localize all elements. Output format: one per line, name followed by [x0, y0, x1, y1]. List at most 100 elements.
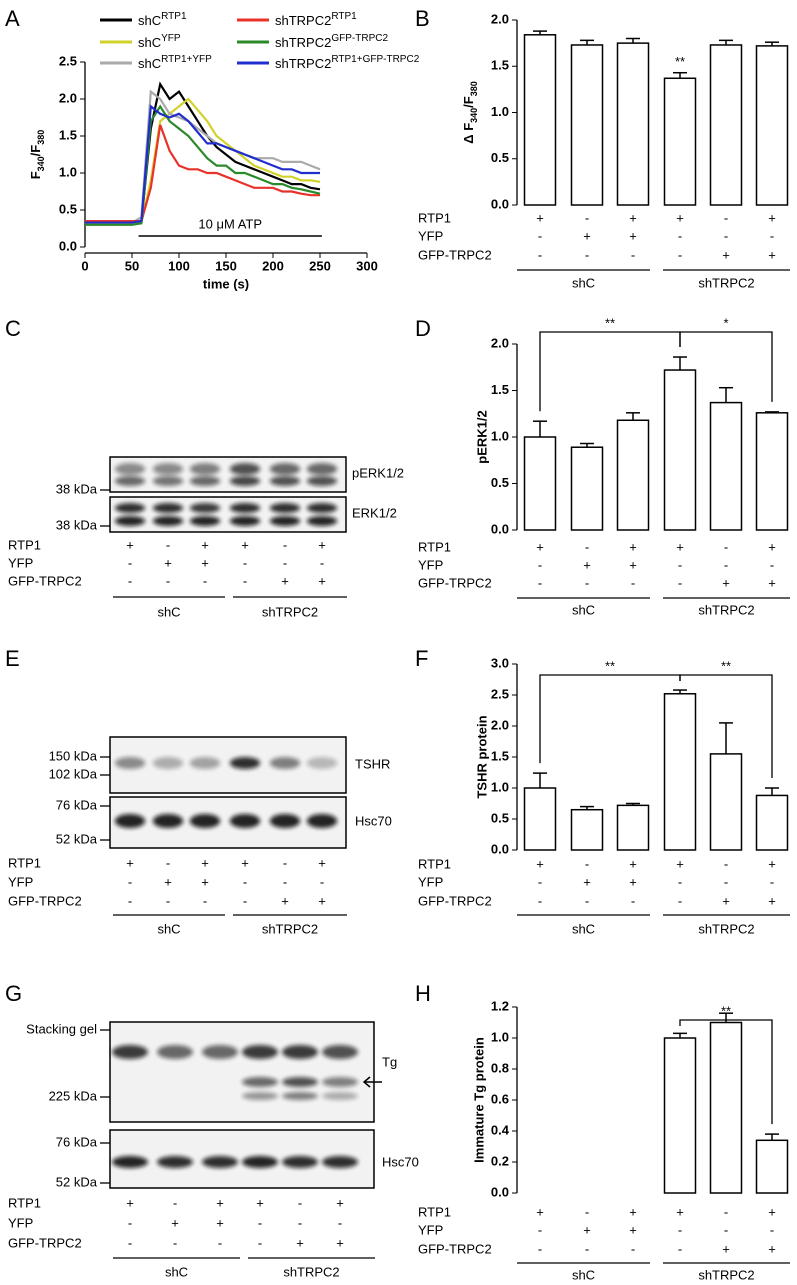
blot-band: [229, 463, 261, 475]
condition-label: GFP-TRPC2: [418, 247, 492, 262]
x-tick-label: 200: [262, 258, 284, 273]
blot-band: [269, 503, 301, 513]
condition-sign: +: [768, 893, 776, 908]
blot-band: [282, 1045, 318, 1059]
legend-entry: shTRPC2RTP1: [275, 11, 357, 28]
blot-band: [152, 757, 184, 769]
blot-band: [306, 757, 338, 769]
blot-band: [242, 1077, 278, 1087]
y-tick-label: 0.8: [491, 1060, 509, 1075]
condition-sign: +: [126, 855, 134, 870]
y-tick-label: 2.0: [491, 335, 509, 350]
marker-label: 150 kDa: [49, 748, 98, 763]
significance-label: **: [605, 315, 615, 330]
condition-label: RTP1: [8, 1195, 41, 1210]
label-subscript: 340: [469, 108, 479, 123]
condition-sign: -: [243, 573, 247, 588]
condition-label: GFP-TRPC2: [418, 893, 492, 908]
condition-sign: +: [583, 874, 591, 889]
panel-letter: F: [415, 646, 428, 671]
condition-sign: -: [128, 555, 132, 570]
condition-sign: -: [128, 893, 132, 908]
series-line: [85, 124, 320, 223]
blot-strip: [109, 496, 347, 533]
blot-band: [112, 1156, 148, 1168]
condition-sign: -: [128, 1235, 132, 1250]
legend-name: shC: [138, 35, 161, 50]
condition-sign: +: [768, 539, 776, 554]
y-axis-title: F340/F380: [28, 130, 46, 180]
blot-band: [269, 476, 301, 486]
blot-band: [229, 516, 261, 526]
y-tick-label: 1.5: [491, 58, 509, 73]
blot-band: [229, 757, 261, 769]
condition-sign: +: [629, 1204, 637, 1219]
significance-bracket: [679, 331, 773, 402]
blot-band: [322, 1092, 358, 1100]
condition-sign: -: [243, 874, 247, 889]
condition-sign: -: [166, 573, 170, 588]
blot-band: [306, 463, 338, 475]
legend-entry: shCYFP: [138, 33, 181, 50]
condition-sign: +: [536, 210, 544, 225]
condition-label: YFP: [8, 1215, 33, 1230]
y-tick-label: 1.5: [491, 748, 509, 763]
marker-label: 102 kDa: [49, 766, 98, 781]
blot-band: [202, 1045, 238, 1059]
condition-sign: -: [320, 874, 324, 889]
condition-sign: -: [770, 1222, 774, 1237]
condition-sign: -: [585, 1241, 589, 1256]
group-label: shTRPC2: [698, 602, 754, 617]
condition-sign: +: [629, 856, 637, 871]
blot-band: [282, 1092, 318, 1100]
condition-sign: +: [216, 1215, 224, 1230]
condition-sign: -: [770, 557, 774, 572]
legend-superscript: RTP1: [331, 11, 357, 22]
condition-sign: +: [281, 893, 289, 908]
condition-sign: -: [631, 575, 635, 590]
panel-letter: B: [415, 6, 430, 31]
group-label: shC: [572, 602, 595, 617]
blot-band: [157, 1045, 193, 1059]
blot-strip: [109, 736, 347, 794]
y-tick-label: 1.0: [491, 779, 509, 794]
blot-band: [114, 463, 146, 475]
blot-band: [112, 1045, 148, 1059]
condition-sign: -: [128, 1215, 132, 1230]
marker-label: 225 kDa: [49, 1088, 98, 1103]
condition-sign: +: [722, 575, 730, 590]
condition-sign: +: [583, 228, 591, 243]
condition-sign: -: [538, 557, 542, 572]
condition-sign: +: [241, 855, 249, 870]
condition-sign: -: [166, 537, 170, 552]
condition-sign: +: [201, 537, 209, 552]
blot-band: [229, 503, 261, 513]
series-line: [85, 104, 321, 226]
bar: [523, 787, 557, 851]
y-tick-label: 1.5: [491, 382, 509, 397]
y-tick-label: 0.5: [491, 810, 509, 825]
blot-band: [242, 1045, 278, 1059]
y-tick-label: 2.0: [491, 11, 509, 26]
condition-sign: +: [768, 856, 776, 871]
condition-sign: -: [678, 247, 682, 262]
y-tick-label: 0.5: [59, 201, 77, 216]
y-tick-label: 0.5: [491, 150, 509, 165]
protein-label: TSHR: [355, 756, 390, 771]
protein-label: Hsc70: [382, 1154, 419, 1169]
blot-band: [114, 503, 146, 513]
marker-label: 76 kDa: [56, 1134, 98, 1149]
condition-sign: +: [536, 1204, 544, 1219]
condition-label: YFP: [8, 874, 33, 889]
y-tick-label: 0.4: [491, 1122, 510, 1137]
blot-strip: [109, 796, 347, 849]
blot-band: [152, 814, 184, 828]
condition-sign: -: [724, 1222, 728, 1237]
marker-label: Stacking gel: [26, 1021, 97, 1036]
legend-name: shTRPC2: [275, 35, 331, 50]
y-tick-label: 2.0: [491, 717, 509, 732]
condition-sign: +: [256, 1195, 264, 1210]
condition-sign: +: [768, 210, 776, 225]
blot-band: [229, 476, 261, 486]
x-tick-label: 250: [309, 258, 331, 273]
